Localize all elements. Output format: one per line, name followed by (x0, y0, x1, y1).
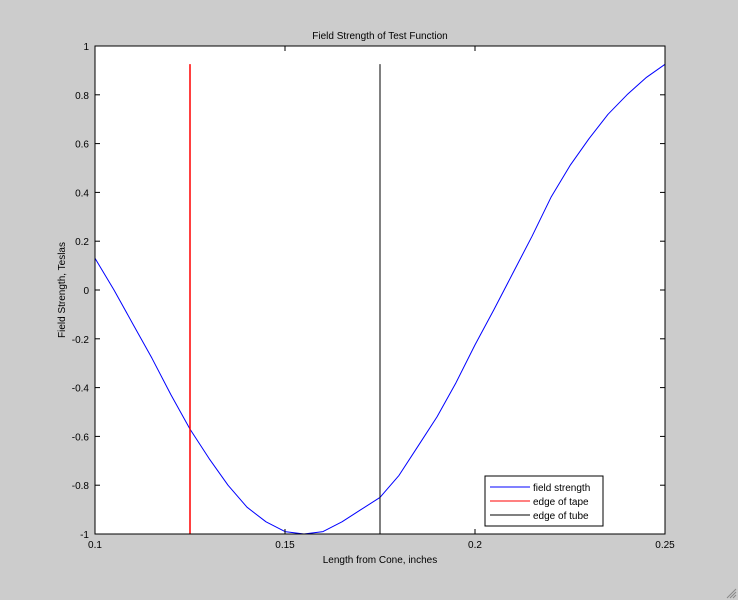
x-tick-label: 0.2 (468, 540, 482, 551)
x-tick-label: 0.15 (275, 540, 295, 551)
y-tick-label: -0.8 (72, 481, 90, 492)
legend: field strength edge of tape edge of tube (484, 475, 604, 527)
y-axis-ticks: -1 -0.8 -0.6 -0.4 -0.2 0 0.2 0.4 0.6 0.8 1 (72, 42, 665, 541)
legend-label: field strength (533, 483, 590, 494)
y-tick-label: 0.6 (75, 140, 89, 151)
y-tick-label: -0.2 (72, 335, 90, 346)
y-tick-label: -0.4 (72, 384, 90, 395)
y-tick-label: 0 (83, 286, 89, 297)
series-layer (94, 63, 666, 535)
x-axis-ticks: 0.1 0.15 0.2 0.25 (88, 46, 675, 551)
legend-label: edge of tape (533, 497, 589, 508)
x-tick-label: 0.25 (655, 540, 675, 551)
y-axis-label: Field Strength, Teslas (57, 242, 68, 338)
resize-grip-icon[interactable] (725, 587, 737, 599)
y-tick-label: 1 (83, 42, 89, 53)
y-tick-label: -0.6 (72, 432, 90, 443)
chart-title: Field Strength of Test Function (312, 31, 447, 42)
y-tick-label: 0.4 (75, 188, 89, 199)
y-tick-label: 0.8 (75, 91, 89, 102)
x-tick-label: 0.1 (88, 540, 102, 551)
y-tick-label: 0.2 (75, 237, 89, 248)
legend-label: edge of tube (533, 511, 589, 522)
y-tick-label: -1 (80, 530, 89, 541)
x-axis-label: Length from Cone, inches (323, 555, 438, 566)
